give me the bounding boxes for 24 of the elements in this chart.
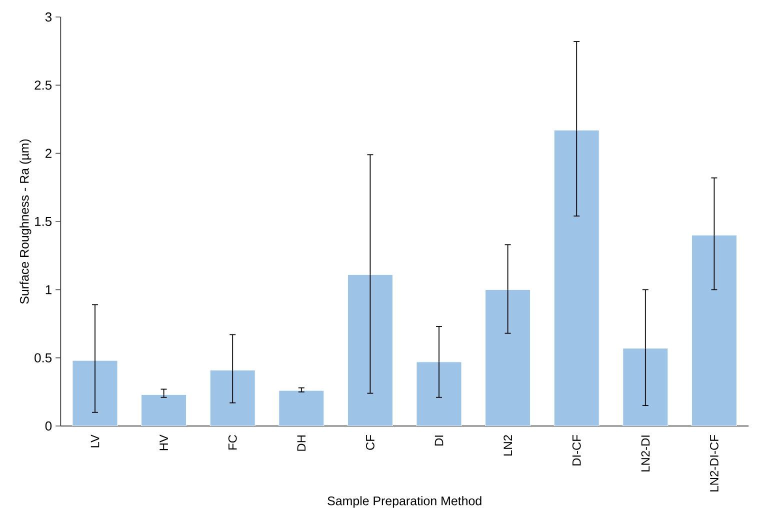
bar bbox=[554, 130, 600, 426]
bar bbox=[691, 234, 737, 426]
bar bbox=[278, 390, 324, 426]
y-tick-label: 1.5 bbox=[35, 216, 52, 226]
bar bbox=[485, 289, 531, 426]
x-axis-title: Sample Preparation Method bbox=[328, 496, 482, 508]
y-tick-label: 3 bbox=[45, 12, 52, 22]
y-axis-title: Surface Roughness - Ra (µm) bbox=[20, 139, 32, 304]
x-tick-label: LN2-DI bbox=[641, 436, 650, 472]
y-tick-label: 1 bbox=[46, 285, 52, 294]
x-tick-label: LV bbox=[90, 434, 100, 448]
y-tick-label: 0.5 bbox=[34, 353, 52, 362]
y-tick-label: 2 bbox=[46, 148, 52, 158]
x-tick-label: CF bbox=[366, 434, 374, 450]
x-tick-label: LN2-DI-CF bbox=[710, 435, 718, 492]
bar bbox=[141, 394, 187, 426]
y-tick-label: 0 bbox=[45, 421, 52, 431]
x-tick-label: DI bbox=[434, 436, 444, 446]
y-tick-label: 2.5 bbox=[34, 80, 52, 90]
x-tick-label: HV bbox=[160, 434, 168, 450]
x-tick-label: DH bbox=[297, 436, 306, 451]
x-tick-label: DI-CF bbox=[572, 435, 581, 466]
x-tick-label: LN2 bbox=[504, 435, 512, 456]
x-tick-label: FC bbox=[228, 434, 237, 450]
